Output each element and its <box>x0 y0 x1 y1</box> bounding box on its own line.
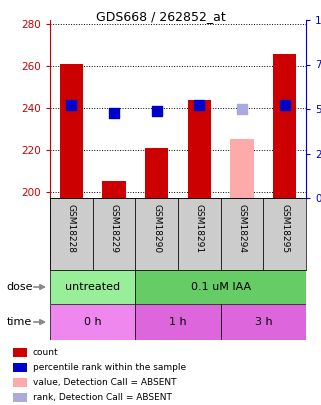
Point <box>154 108 159 114</box>
Bar <box>135 304 221 340</box>
Text: count: count <box>33 348 58 357</box>
Text: value, Detection Call = ABSENT: value, Detection Call = ABSENT <box>33 378 176 387</box>
Bar <box>263 198 306 270</box>
Bar <box>273 53 296 198</box>
Bar <box>178 198 221 270</box>
Text: 3 h: 3 h <box>255 317 272 327</box>
Bar <box>102 181 126 198</box>
Text: rank, Detection Call = ABSENT: rank, Detection Call = ABSENT <box>33 393 172 402</box>
Bar <box>13 378 27 386</box>
Point <box>239 106 245 112</box>
Bar <box>145 148 169 198</box>
Text: GSM18294: GSM18294 <box>238 204 247 253</box>
Bar <box>221 198 263 270</box>
Point <box>111 109 117 116</box>
Text: time: time <box>6 317 32 327</box>
Point <box>282 102 287 109</box>
Bar <box>50 198 93 270</box>
Bar <box>60 64 83 198</box>
Text: GDS668 / 262852_at: GDS668 / 262852_at <box>96 10 225 23</box>
Text: 0 h: 0 h <box>84 317 101 327</box>
Bar <box>135 198 178 270</box>
Bar <box>135 270 306 304</box>
Text: GSM18290: GSM18290 <box>152 204 161 253</box>
Text: GSM18228: GSM18228 <box>67 204 76 253</box>
Point <box>69 102 74 109</box>
Bar <box>50 270 135 304</box>
Text: dose: dose <box>6 282 33 292</box>
Bar <box>221 304 306 340</box>
Bar <box>187 100 211 198</box>
Text: 0.1 uM IAA: 0.1 uM IAA <box>191 282 251 292</box>
Bar <box>93 198 135 270</box>
Text: percentile rank within the sample: percentile rank within the sample <box>33 363 186 372</box>
Text: untreated: untreated <box>65 282 120 292</box>
Bar <box>13 348 27 356</box>
Text: GSM18229: GSM18229 <box>109 204 118 253</box>
Bar <box>50 304 135 340</box>
Point <box>197 102 202 109</box>
Bar <box>13 393 27 401</box>
Bar <box>13 363 27 371</box>
Text: GSM18291: GSM18291 <box>195 204 204 253</box>
Text: 1 h: 1 h <box>169 317 187 327</box>
Bar <box>230 139 254 198</box>
Text: GSM18295: GSM18295 <box>280 204 289 253</box>
